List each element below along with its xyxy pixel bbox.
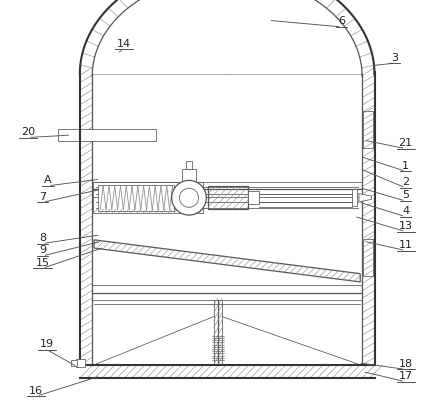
Bar [79, 365, 375, 378]
Bar [75, 359, 85, 367]
Text: 21: 21 [399, 138, 412, 148]
Text: 14: 14 [117, 38, 131, 48]
Text: 1: 1 [402, 160, 409, 170]
Text: 15: 15 [36, 257, 50, 267]
Text: 5: 5 [402, 190, 409, 200]
Bar [186, 162, 192, 169]
Bar [71, 360, 77, 366]
Text: 3: 3 [391, 52, 398, 62]
Text: A: A [44, 175, 52, 185]
Bar [248, 192, 259, 205]
Text: 8: 8 [39, 233, 46, 242]
Bar [182, 169, 196, 192]
Bar [98, 185, 174, 211]
Text: 20: 20 [21, 127, 35, 137]
Text: 6: 6 [338, 16, 345, 26]
Bar [363, 112, 373, 149]
Polygon shape [359, 194, 371, 202]
Text: 11: 11 [399, 240, 412, 249]
Circle shape [172, 181, 206, 216]
Text: 19: 19 [40, 338, 54, 348]
Text: 9: 9 [39, 245, 46, 255]
Bar [352, 190, 357, 206]
Text: 7: 7 [39, 191, 46, 201]
Text: 17: 17 [399, 370, 412, 380]
Text: 2: 2 [402, 177, 409, 187]
Bar [363, 240, 373, 276]
Text: 16: 16 [29, 385, 44, 395]
Bar [93, 183, 203, 214]
Text: 18: 18 [399, 358, 412, 368]
Bar [58, 130, 156, 142]
Text: 13: 13 [399, 221, 412, 230]
Text: 4: 4 [402, 206, 409, 216]
Polygon shape [208, 187, 248, 209]
Polygon shape [94, 240, 360, 282]
